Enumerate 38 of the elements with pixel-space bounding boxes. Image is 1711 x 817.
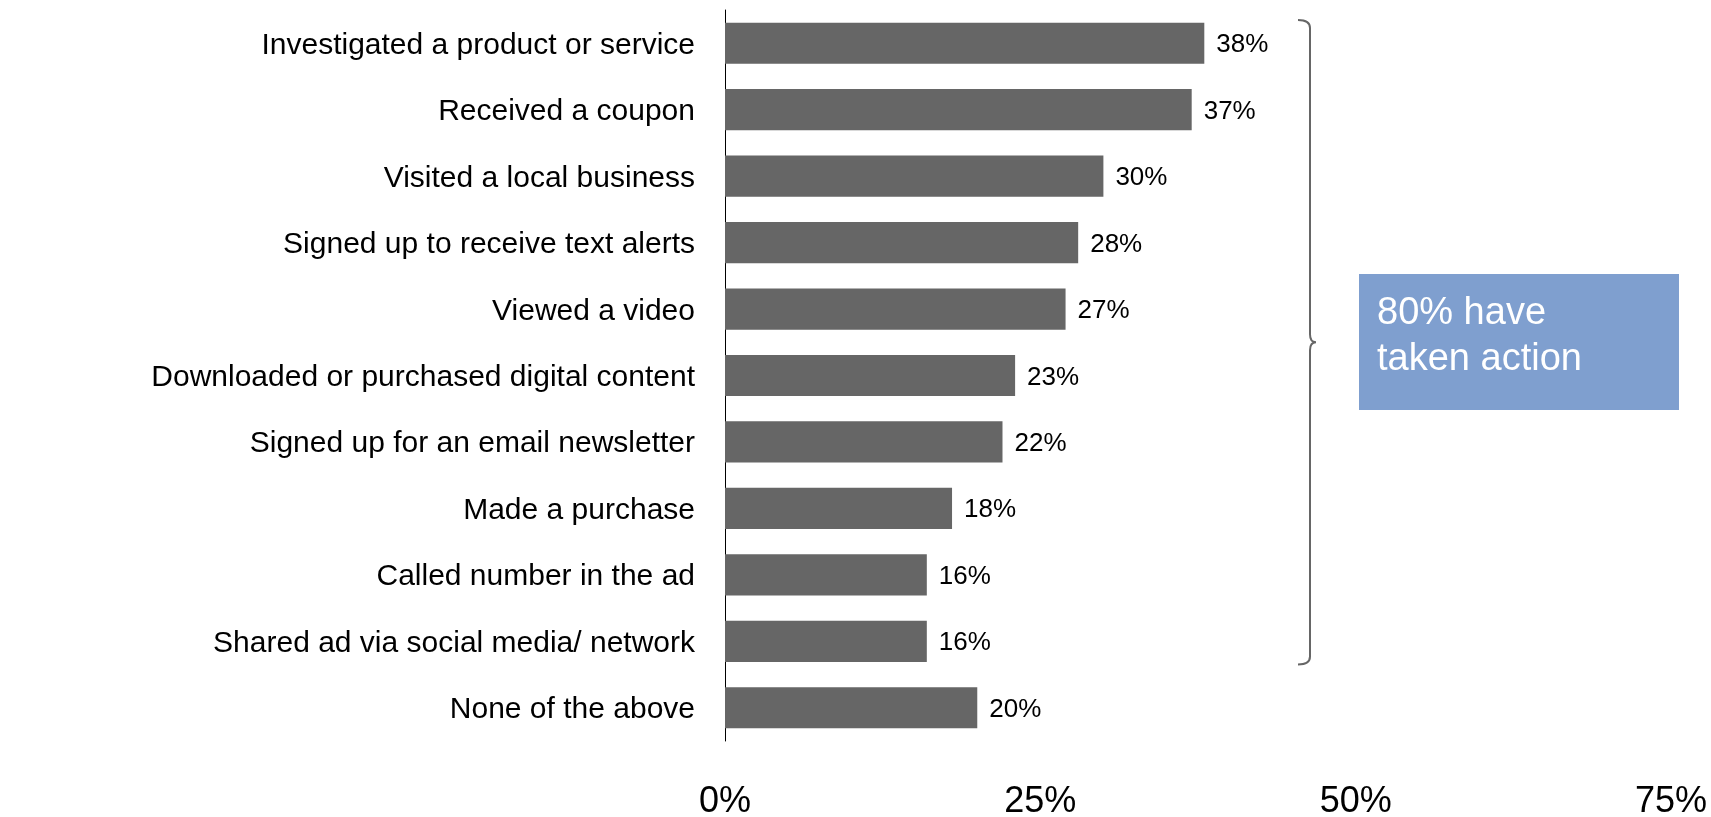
x-tick-label: 0% [698, 778, 752, 817]
y-tick-label: Made a purchase [463, 491, 695, 525]
data-label: 30% [1115, 161, 1168, 192]
y-tick-label: Downloaded or purchased digital content [151, 359, 696, 392]
x-tick-label: 50% [1319, 778, 1392, 817]
bar [725, 221, 1079, 264]
y-tick-label: None of the above [449, 691, 695, 725]
data-label: 28% [1090, 227, 1143, 258]
y-tick-label: Shared ad via social media/ network [213, 624, 696, 658]
data-label: 18% [964, 493, 1017, 524]
bar [725, 487, 953, 530]
y-tick-label: Signed up for an email newsletter [249, 425, 695, 459]
x-tick-label: 75% [1634, 778, 1708, 817]
data-label: 20% [989, 692, 1042, 723]
data-label: 27% [1077, 294, 1130, 325]
y-tick-label: Investigated a product or service [261, 26, 695, 60]
y-tick-label: Received a coupon [438, 93, 695, 127]
data-label: 16% [938, 559, 991, 590]
y-tick-label: Signed up to receive text alerts [283, 226, 695, 260]
x-tick-label: 25% [1004, 778, 1077, 817]
annotation: 80% have taken action [1359, 274, 1679, 411]
bar [725, 620, 927, 662]
bar [725, 22, 1205, 64]
data-label: 37% [1203, 94, 1256, 125]
y-tick-label: Called number in the ad [376, 558, 695, 592]
data-label: 16% [938, 626, 991, 657]
bar [725, 288, 1066, 330]
bar [725, 89, 1192, 131]
bar [725, 155, 1104, 197]
bar [725, 554, 927, 596]
bar [725, 687, 978, 729]
bar [725, 421, 1003, 463]
data-label: 23% [1027, 360, 1080, 391]
data-label: 38% [1216, 28, 1269, 59]
bar [725, 354, 1016, 397]
y-tick-label: Visited a local business [383, 159, 695, 193]
y-tick-label: Viewed a video [492, 292, 695, 326]
data-label: 22% [1014, 426, 1067, 457]
